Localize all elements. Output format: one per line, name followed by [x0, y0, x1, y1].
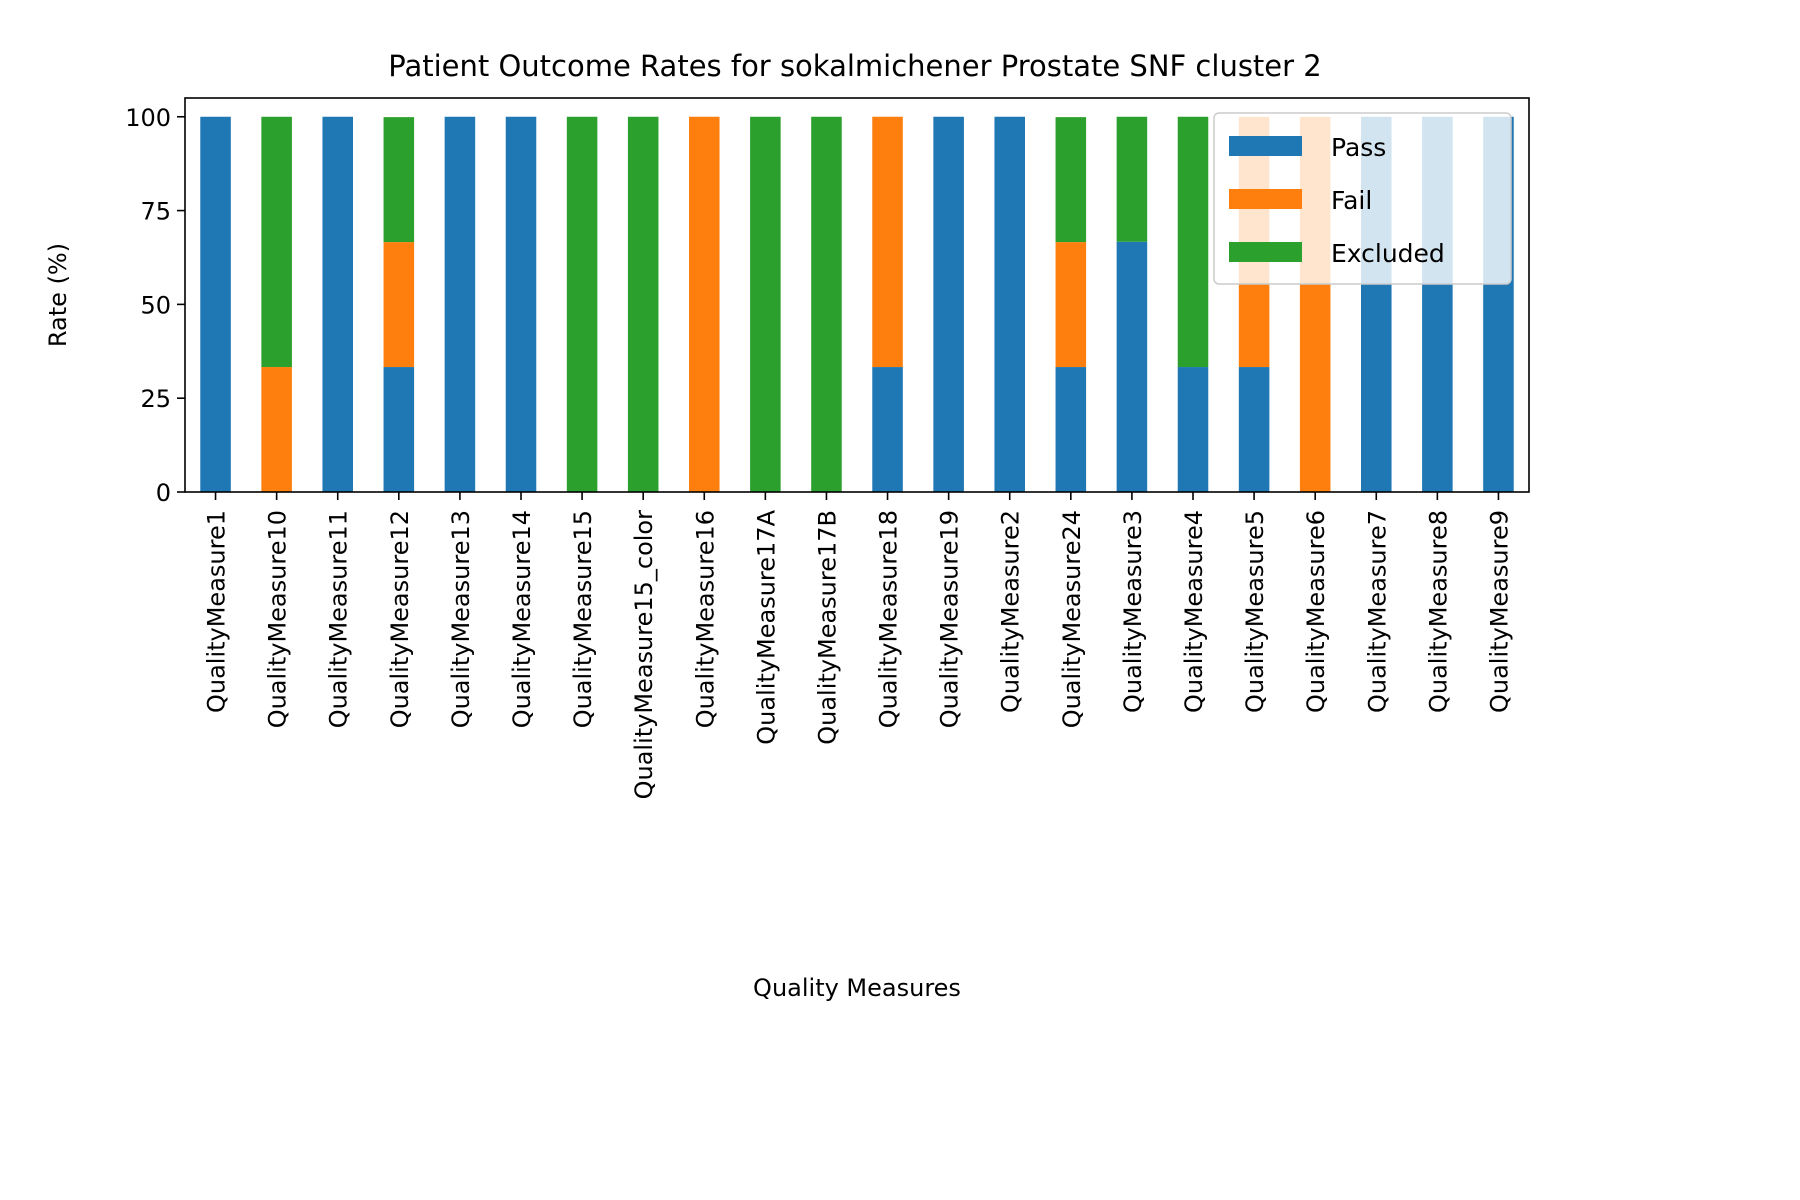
bar-excluded-qualitymeasure4 — [1177, 116, 1209, 368]
bar-pass-qualitymeasure4 — [1177, 367, 1209, 492]
x-tick-label: QualityMeasure8 — [1424, 510, 1452, 713]
y-axis-label: Rate (%) — [44, 243, 72, 347]
x-tick-label: QualityMeasure3 — [1119, 510, 1147, 713]
x-tick-label: QualityMeasure12 — [386, 510, 414, 728]
bar-excluded-qualitymeasure3 — [1116, 116, 1148, 242]
bar-pass-qualitymeasure13 — [444, 116, 476, 492]
y-tick-label: 0 — [156, 479, 171, 507]
x-tick-label: QualityMeasure9 — [1485, 510, 1513, 713]
x-tick-label: QualityMeasure17B — [813, 510, 841, 745]
bar-pass-qualitymeasure3 — [1116, 241, 1148, 492]
legend-label-pass: Pass — [1331, 133, 1386, 162]
x-tick-label: QualityMeasure24 — [1058, 510, 1086, 728]
chart-title: Patient Outcome Rates for sokalmichener … — [388, 49, 1321, 83]
y-tick-label: 100 — [125, 104, 171, 132]
bar-pass-qualitymeasure19 — [933, 116, 964, 492]
bar-pass-qualitymeasure11 — [322, 116, 353, 492]
x-tick-label: QualityMeasure1 — [203, 510, 231, 713]
y-tick-label: 25 — [140, 385, 171, 413]
bar-fail-qualitymeasure18 — [872, 116, 903, 368]
bar-pass-qualitymeasure12 — [383, 367, 415, 492]
bar-pass-qualitymeasure1 — [200, 116, 231, 492]
bar-excluded-qualitymeasure10 — [261, 116, 292, 368]
bar-pass-qualitymeasure14 — [505, 116, 537, 492]
x-tick-label: QualityMeasure5 — [1241, 510, 1269, 713]
bar-pass-qualitymeasure2 — [994, 116, 1025, 492]
x-tick-label: QualityMeasure10 — [264, 510, 292, 728]
x-tick-label: QualityMeasure6 — [1302, 510, 1330, 713]
bar-pass-qualitymeasure24 — [1055, 367, 1087, 492]
bar-fail-qualitymeasure12 — [383, 242, 415, 368]
x-tick-label: QualityMeasure15 — [569, 510, 597, 728]
bar-excluded-qualitymeasure15 — [566, 116, 598, 492]
x-tick-label: QualityMeasure15_color — [630, 510, 658, 800]
x-tick-label: QualityMeasure14 — [508, 510, 536, 728]
x-tick-label: QualityMeasure19 — [936, 510, 964, 728]
y-tick-label: 50 — [140, 291, 171, 319]
bar-pass-qualitymeasure5 — [1238, 367, 1270, 492]
plot-frame — [184, 97, 1530, 493]
bar-fail-qualitymeasure24 — [1055, 242, 1087, 368]
bar-excluded-qualitymeasure15_color — [627, 116, 659, 492]
chart-container: Patient Outcome Rates for sokalmichener … — [44, 49, 1530, 1002]
x-tick-label: QualityMeasure11 — [325, 510, 353, 728]
legend-swatch-pass — [1229, 136, 1302, 156]
bar-excluded-qualitymeasure17b — [811, 116, 842, 492]
x-axis-label: Quality Measures — [753, 974, 961, 1002]
bar-excluded-qualitymeasure17a — [750, 116, 781, 492]
x-tick-label: QualityMeasure17A — [752, 509, 780, 744]
x-tick-label: QualityMeasure2 — [997, 510, 1025, 713]
bar-pass-qualitymeasure18 — [872, 367, 903, 492]
legend-swatch-excluded — [1229, 242, 1302, 262]
x-tick-label: QualityMeasure4 — [1180, 510, 1208, 713]
legend-swatch-fail — [1229, 189, 1302, 209]
bar-excluded-qualitymeasure12 — [383, 117, 415, 243]
x-tick-label: QualityMeasure18 — [875, 510, 903, 728]
y-tick-label: 75 — [140, 198, 171, 226]
legend-label-fail: Fail — [1331, 186, 1372, 215]
bar-fail-qualitymeasure10 — [261, 367, 292, 492]
bar-excluded-qualitymeasure24 — [1055, 117, 1087, 243]
bar-fail-qualitymeasure16 — [689, 116, 720, 492]
x-tick-label: QualityMeasure13 — [447, 510, 475, 728]
stacked-bar-chart: Patient Outcome Rates for sokalmichener … — [44, 49, 1530, 1002]
x-tick-label: QualityMeasure7 — [1363, 510, 1391, 713]
x-tick-label: QualityMeasure16 — [691, 510, 719, 728]
legend-label-excluded: Excluded — [1331, 239, 1445, 268]
